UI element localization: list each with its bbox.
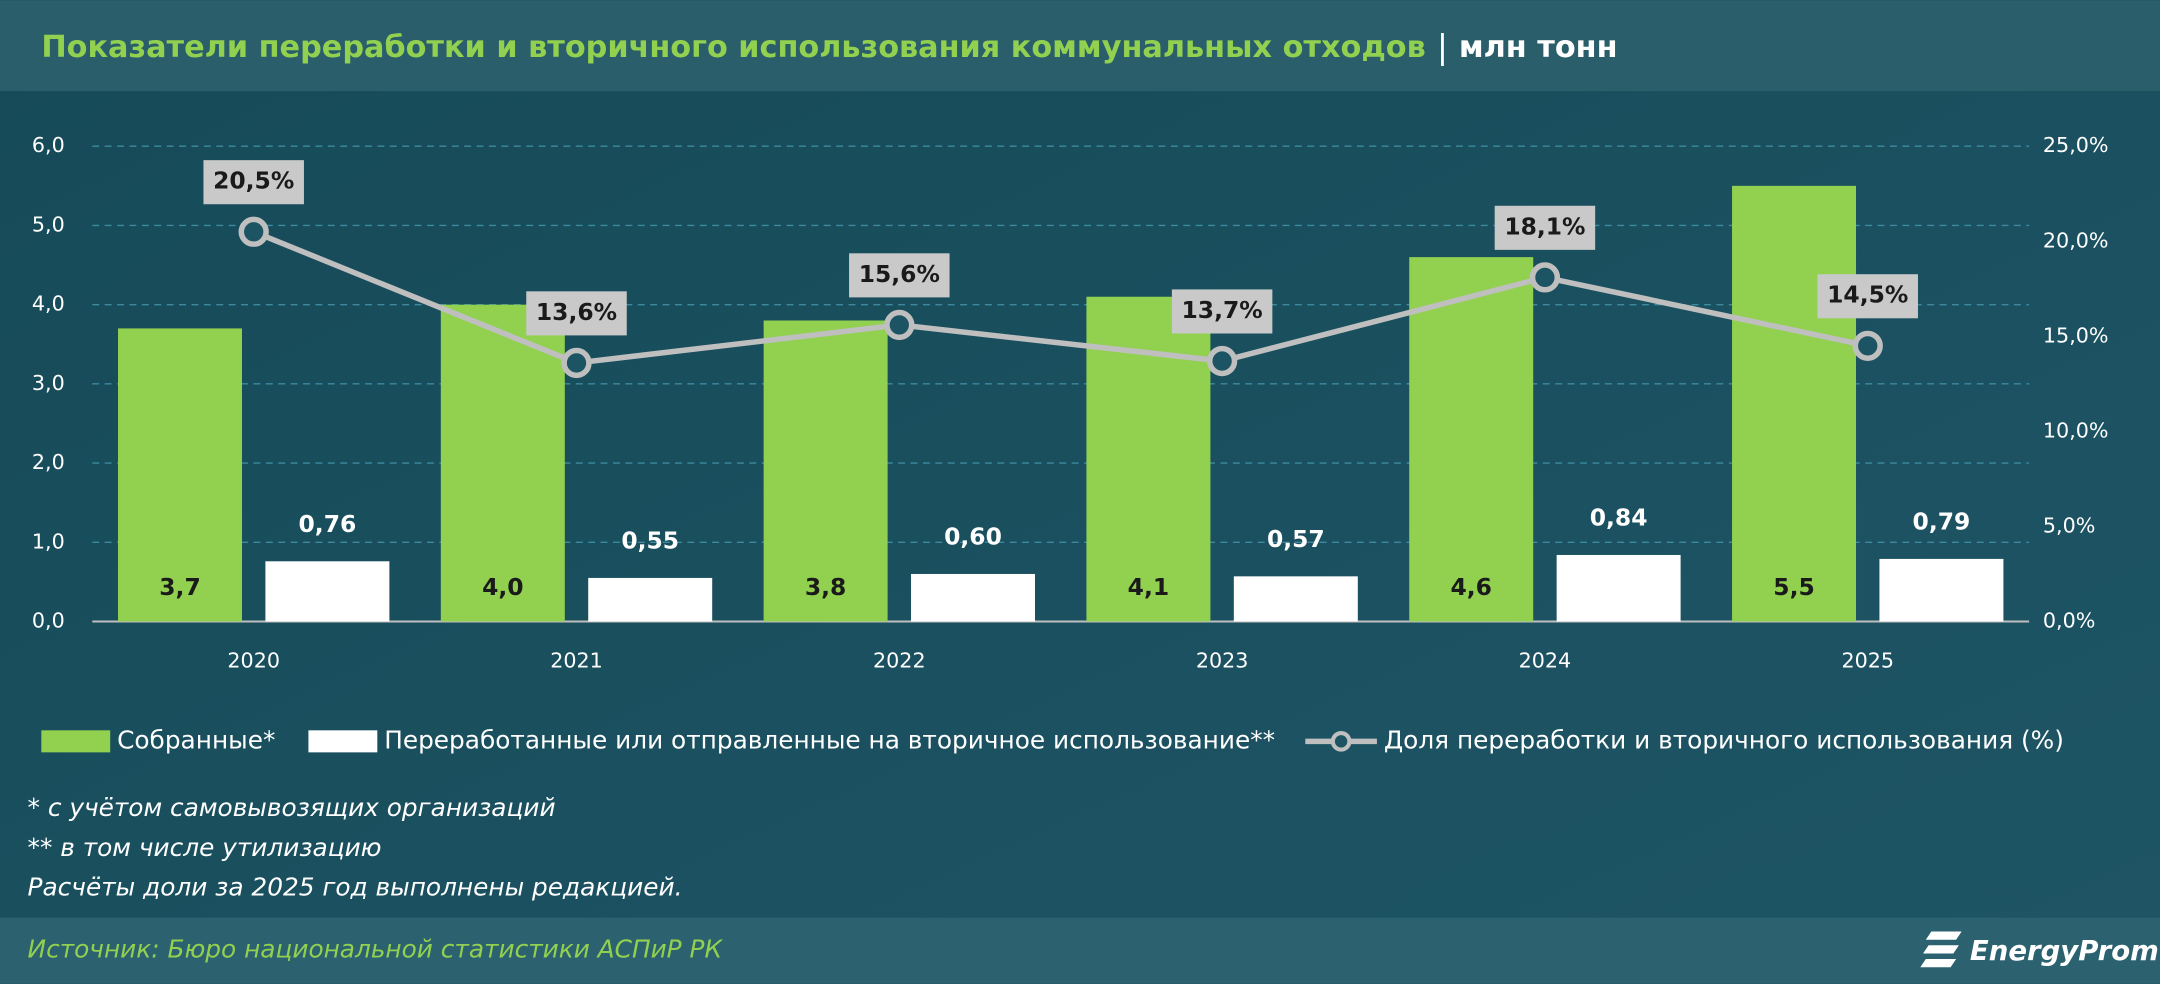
data-label: 0,57	[1267, 525, 1325, 553]
data-label: 18,1%	[1504, 212, 1585, 240]
line	[252, 229, 1869, 366]
logo: EnergyProm	[1920, 931, 2159, 968]
y-tick-label: 0,0	[32, 608, 65, 632]
chart-title: Показатели переработки и вторичного испо…	[41, 30, 1425, 65]
line-marker	[1529, 262, 1561, 293]
line-marker	[1206, 345, 1238, 377]
data-label: 4,6	[1450, 573, 1491, 601]
bar	[118, 328, 242, 622]
x-tick-label: 2022	[873, 648, 926, 672]
logo-icon	[1920, 931, 1962, 968]
x-tick-label: 2020	[227, 648, 280, 672]
bar	[1732, 185, 1857, 622]
y2-tick-label: 20,0%	[2043, 228, 2109, 252]
bar	[1879, 558, 2004, 622]
y-tick-label: 1,0	[32, 529, 65, 553]
legend-label: Переработанные или отправленные на втори…	[384, 725, 1275, 754]
logo-text: EnergyProm	[1970, 935, 2159, 967]
bar	[763, 320, 888, 622]
data-label: 15,6%	[859, 260, 940, 288]
note: Расчёты доли за 2025 год выполнены редак…	[28, 873, 683, 902]
y-tick-label: 6,0	[32, 133, 65, 157]
data-label: 14,5%	[1827, 281, 1908, 309]
note: * с учётом самовывозящих организаций	[28, 793, 556, 822]
y-tick-label: 4,0	[32, 292, 65, 316]
y2-tick-label: 15,0%	[2043, 323, 2109, 347]
data-label-box	[1494, 205, 1596, 250]
data-label: 4,1	[1128, 573, 1169, 601]
header-band	[0, 0, 2160, 92]
data-label: 0,55	[621, 527, 679, 555]
legend-label: Доля переработки и вторичного использова…	[1384, 725, 2064, 754]
legend-swatch	[308, 730, 378, 753]
bar	[588, 577, 713, 622]
data-label: 0,76	[299, 510, 357, 538]
y2-tick-label: 0,0%	[2043, 608, 2095, 632]
y-tick-label: 3,0	[32, 371, 65, 395]
bar	[1409, 257, 1534, 622]
bar	[1233, 576, 1358, 622]
chart-unit: млн тонн	[1459, 30, 1618, 65]
bar	[911, 573, 1035, 622]
bar	[1556, 554, 1681, 622]
bar	[440, 304, 565, 622]
data-label: 0,84	[1590, 504, 1648, 532]
data-label: 3,7	[159, 573, 200, 601]
y-tick-label: 2,0	[32, 450, 65, 474]
data-label: 5,5	[1773, 573, 1814, 601]
line-marker	[1852, 330, 1883, 361]
data-label-box	[1171, 289, 1273, 334]
y2-tick-label: 25,0%	[2043, 133, 2109, 157]
y-tick-label: 5,0	[32, 212, 65, 236]
legend-marker	[1330, 731, 1352, 752]
bar	[265, 561, 390, 622]
footer-band	[0, 917, 2160, 984]
data-label: 0,79	[1913, 508, 1971, 536]
data-label: 13,7%	[1182, 296, 1263, 324]
y2-tick-label: 5,0%	[2043, 513, 2095, 537]
source: Источник: Бюро национальной статистики А…	[28, 935, 724, 964]
data-label-box	[203, 160, 304, 205]
line-marker	[238, 216, 269, 247]
data-label: 13,6%	[536, 298, 617, 326]
x-tick-label: 2021	[550, 648, 603, 672]
data-label: 3,8	[805, 573, 846, 601]
data-label-box	[526, 291, 627, 336]
data-label: 4,0	[482, 573, 523, 601]
data-label-box	[1817, 274, 1918, 319]
y2-tick-label: 10,0%	[2043, 418, 2109, 442]
separator: |	[1437, 27, 1448, 66]
data-label: 0,60	[944, 523, 1002, 551]
x-tick-label: 2023	[1196, 648, 1249, 672]
data-label-box	[849, 253, 950, 298]
x-tick-label: 2024	[1519, 648, 1572, 672]
line-marker	[561, 347, 592, 379]
note: ** в том числе утилизацию	[28, 833, 382, 862]
legend-swatch	[41, 730, 111, 753]
data-label: 20,5%	[213, 167, 294, 195]
x-tick-label: 2025	[1841, 648, 1894, 672]
legend-label: Собранные*	[117, 725, 275, 754]
line-marker	[884, 309, 915, 341]
